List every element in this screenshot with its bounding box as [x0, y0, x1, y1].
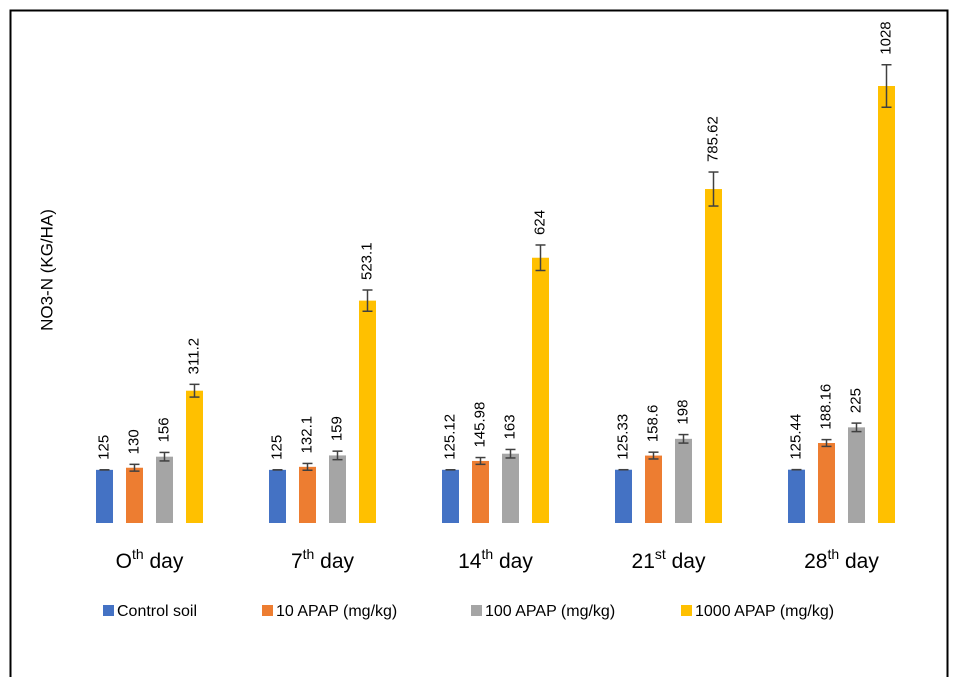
bar-series-1-cat-3	[645, 455, 662, 523]
x-axis-tick-labels: Oth day 7th day 14th day 21st day 28th day	[116, 546, 880, 573]
legend: Control soil 10 APAP (mg/kg) 100 APAP (mg/…	[103, 603, 834, 620]
bar-series-2-cat-1	[329, 455, 346, 523]
error-bar-series-2-cat-2	[505, 448, 516, 459]
legend-label-0: Control soil	[117, 603, 197, 620]
legend-swatch-3	[681, 605, 692, 616]
bar-series-0-cat-0	[96, 469, 113, 523]
data-label-series-2-cat-3: 198	[674, 400, 691, 425]
bar-series-3-cat-1	[359, 300, 376, 523]
error-bar-series-3-cat-2	[535, 244, 546, 272]
data-label-series-3-cat-0: 311.2	[185, 338, 202, 374]
data-label-series-3-cat-1: 523.1	[358, 242, 375, 280]
x-tick-label-2: 14th day	[458, 546, 533, 573]
error-bar-series-3-cat-0	[189, 383, 200, 398]
bar-series-3-cat-0	[186, 390, 203, 523]
legend-item-3: 1000 APAP (mg/kg)	[681, 603, 834, 620]
data-label-series-1-cat-2: 145.98	[471, 402, 488, 448]
error-bar-series-2-cat-1	[332, 450, 343, 461]
error-bar-series-1-cat-0	[129, 463, 140, 472]
bar-series-3-cat-3	[705, 189, 722, 523]
data-label-series-0-cat-4: 125.44	[787, 414, 804, 460]
data-label-series-3-cat-4: 1028	[877, 21, 894, 54]
error-bar-series-2-cat-4	[851, 422, 862, 433]
error-bar-series-1-cat-1	[302, 462, 313, 471]
error-bar-series-3-cat-1	[362, 289, 373, 313]
y-axis-title: NO3-N (KG/HA)	[37, 209, 56, 331]
data-label-series-1-cat-1: 132.1	[298, 416, 315, 454]
bar-series-3-cat-4	[878, 86, 895, 523]
data-label-series-1-cat-4: 188.16	[817, 384, 834, 430]
legend-label-1: 10 APAP (mg/kg)	[276, 603, 397, 620]
error-bar-series-1-cat-4	[821, 438, 832, 448]
bar-series-0-cat-1	[269, 469, 286, 523]
bar-series-1-cat-2	[472, 460, 489, 523]
chart-border	[9, 9, 949, 682]
data-label-series-2-cat-1: 159	[328, 416, 345, 441]
data-label-series-0-cat-3: 125.33	[614, 414, 631, 460]
legend-item-0: Control soil	[103, 603, 197, 620]
legend-label-3: 1000 APAP (mg/kg)	[695, 603, 834, 620]
legend-label-2: 100 APAP (mg/kg)	[485, 603, 615, 620]
bar-series-2-cat-4	[848, 427, 865, 523]
legend-swatch-1	[262, 605, 273, 616]
data-label-series-2-cat-0: 156	[155, 417, 172, 442]
data-label-series-3-cat-3: 785.62	[704, 116, 721, 162]
bar-series-2-cat-2	[502, 453, 519, 523]
bar-series-2-cat-0	[156, 456, 173, 523]
data-label-series-0-cat-2: 125.12	[441, 414, 458, 460]
data-label-series-1-cat-0: 130	[125, 429, 142, 454]
data-label-series-2-cat-2: 163	[501, 414, 518, 439]
x-tick-label-1: 7th day	[291, 546, 355, 573]
legend-item-2: 100 APAP (mg/kg)	[471, 603, 615, 620]
data-label-series-0-cat-0: 125	[95, 435, 112, 460]
bar-series-0-cat-4	[788, 469, 805, 523]
bar-series-1-cat-4	[818, 443, 835, 523]
bar-series-3-cat-2	[532, 257, 549, 523]
error-bar-series-2-cat-3	[678, 433, 689, 444]
error-bar-series-1-cat-2	[475, 456, 486, 466]
legend-item-1: 10 APAP (mg/kg)	[262, 603, 397, 620]
bar-series-1-cat-1	[299, 466, 316, 523]
legend-swatch-2	[471, 605, 482, 616]
error-bar-series-3-cat-4	[881, 63, 892, 109]
data-label-series-0-cat-1: 125	[268, 435, 285, 460]
bar-series-0-cat-3	[615, 469, 632, 523]
bar-series-1-cat-0	[126, 467, 143, 523]
error-bar-series-3-cat-3	[708, 171, 719, 207]
data-label-series-1-cat-3: 158.6	[644, 405, 661, 443]
x-tick-label-0: Oth day	[116, 546, 184, 573]
bars-layer: 125 125 125.12 125.33 125.44 130 132.1 145.98 15…	[95, 21, 895, 523]
bar-series-0-cat-2	[442, 469, 459, 523]
x-tick-label-4: 28th day	[804, 546, 879, 573]
data-label-series-3-cat-2: 624	[531, 210, 548, 235]
error-bar-series-2-cat-0	[159, 451, 170, 462]
bar-series-2-cat-3	[675, 438, 692, 523]
data-label-series-2-cat-4: 225	[847, 388, 864, 413]
legend-swatch-0	[103, 605, 114, 616]
x-tick-label-3: 21st day	[632, 546, 706, 573]
error-bar-series-1-cat-3	[648, 451, 659, 460]
